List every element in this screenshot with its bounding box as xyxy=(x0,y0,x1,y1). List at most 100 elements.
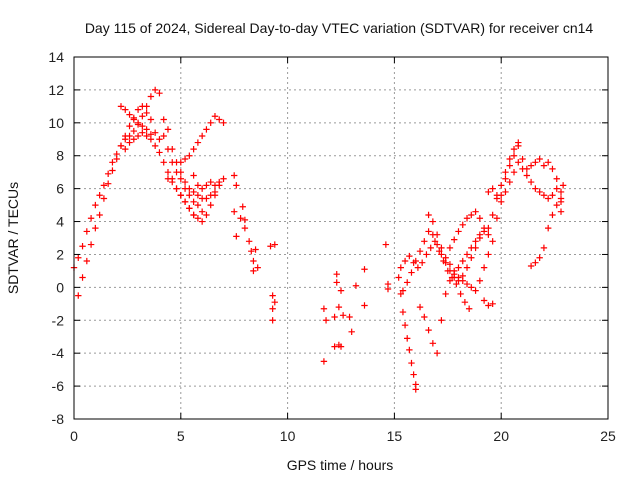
data-point xyxy=(433,231,441,238)
data-point xyxy=(480,224,488,232)
data-point xyxy=(177,168,184,176)
data-point xyxy=(211,192,219,199)
data-point xyxy=(160,132,167,140)
data-point xyxy=(472,238,479,245)
data-point xyxy=(156,149,163,156)
data-point xyxy=(421,313,428,321)
series-rise-second xyxy=(75,103,155,299)
data-point xyxy=(532,259,539,266)
data-point xyxy=(203,182,210,189)
data-point xyxy=(536,188,543,196)
data-point xyxy=(455,228,462,235)
data-point xyxy=(87,215,95,222)
data-point xyxy=(194,201,202,209)
data-point xyxy=(446,244,454,252)
data-point xyxy=(480,264,488,271)
data-point xyxy=(472,208,479,215)
data-point xyxy=(442,254,449,261)
data-point xyxy=(233,182,240,189)
data-point xyxy=(122,145,129,153)
data-point xyxy=(459,221,466,229)
data-point xyxy=(151,129,159,136)
data-point xyxy=(442,290,449,298)
y-tick-label: 14 xyxy=(48,49,64,65)
data-point xyxy=(173,185,180,192)
data-point xyxy=(333,271,340,278)
data-point xyxy=(207,178,214,186)
y-tick-label: 0 xyxy=(56,279,64,295)
data-point xyxy=(198,218,206,225)
data-point xyxy=(463,280,471,288)
series-rise-early xyxy=(70,86,163,271)
data-point xyxy=(245,238,253,245)
data-point xyxy=(438,317,445,324)
data-point xyxy=(231,172,238,179)
y-axis-ticks: -8 -6 -4 -2 0 2 4 6 8 10 12 14 xyxy=(48,49,608,427)
data-point xyxy=(322,317,330,324)
data-point xyxy=(476,215,484,222)
data-point xyxy=(194,215,202,222)
data-point xyxy=(147,116,155,123)
data-point xyxy=(480,297,488,304)
data-point xyxy=(100,195,108,202)
data-point xyxy=(139,122,146,130)
data-point xyxy=(237,215,244,222)
data-point xyxy=(476,277,484,284)
data-point xyxy=(203,126,210,133)
data-point xyxy=(399,287,407,294)
data-point xyxy=(151,86,159,94)
data-point xyxy=(425,326,432,334)
y-tick-label: -4 xyxy=(52,345,65,361)
data-point xyxy=(493,215,501,222)
data-point xyxy=(519,165,526,173)
data-point xyxy=(559,182,567,189)
y-tick-label: 4 xyxy=(56,214,64,230)
data-point xyxy=(333,279,340,286)
data-point xyxy=(423,251,430,258)
data-point xyxy=(194,182,202,189)
x-axis-label: GPS time / hours xyxy=(287,457,394,473)
data-point xyxy=(493,192,501,199)
y-tick-label: -8 xyxy=(52,411,65,427)
y-tick-label: -6 xyxy=(52,378,65,394)
data-point xyxy=(414,264,422,271)
data-point xyxy=(156,136,163,143)
data-point xyxy=(412,257,419,265)
data-point xyxy=(397,290,405,298)
data-point xyxy=(498,182,505,189)
data-point xyxy=(536,254,543,261)
data-point xyxy=(122,106,129,113)
data-point xyxy=(421,238,428,245)
data-point xyxy=(489,238,496,245)
x-tick-label: 15 xyxy=(387,428,403,444)
data-point xyxy=(126,111,133,118)
data-point xyxy=(418,259,426,266)
data-point xyxy=(515,142,522,150)
data-point xyxy=(267,243,274,250)
data-point xyxy=(455,274,462,281)
data-point xyxy=(540,244,548,252)
series-dawn-cluster xyxy=(361,241,419,393)
data-point xyxy=(401,257,409,265)
y-tick-label: 6 xyxy=(56,181,64,197)
data-point xyxy=(506,162,513,169)
data-point xyxy=(211,182,219,189)
data-point xyxy=(96,192,103,199)
x-tick-label: 25 xyxy=(600,428,616,444)
data-point xyxy=(446,261,454,268)
data-point xyxy=(544,159,552,166)
data-point xyxy=(186,192,193,199)
data-point xyxy=(427,244,434,252)
data-point xyxy=(459,277,466,284)
data-point xyxy=(384,285,392,293)
data-point xyxy=(134,106,142,113)
data-point xyxy=(463,251,471,258)
data-point xyxy=(104,180,112,187)
data-point xyxy=(233,233,240,240)
data-point xyxy=(139,103,146,110)
data-point xyxy=(87,241,95,248)
data-point xyxy=(241,216,249,224)
x-tick-label: 0 xyxy=(70,428,78,444)
data-point xyxy=(160,159,167,166)
data-point xyxy=(468,211,475,219)
